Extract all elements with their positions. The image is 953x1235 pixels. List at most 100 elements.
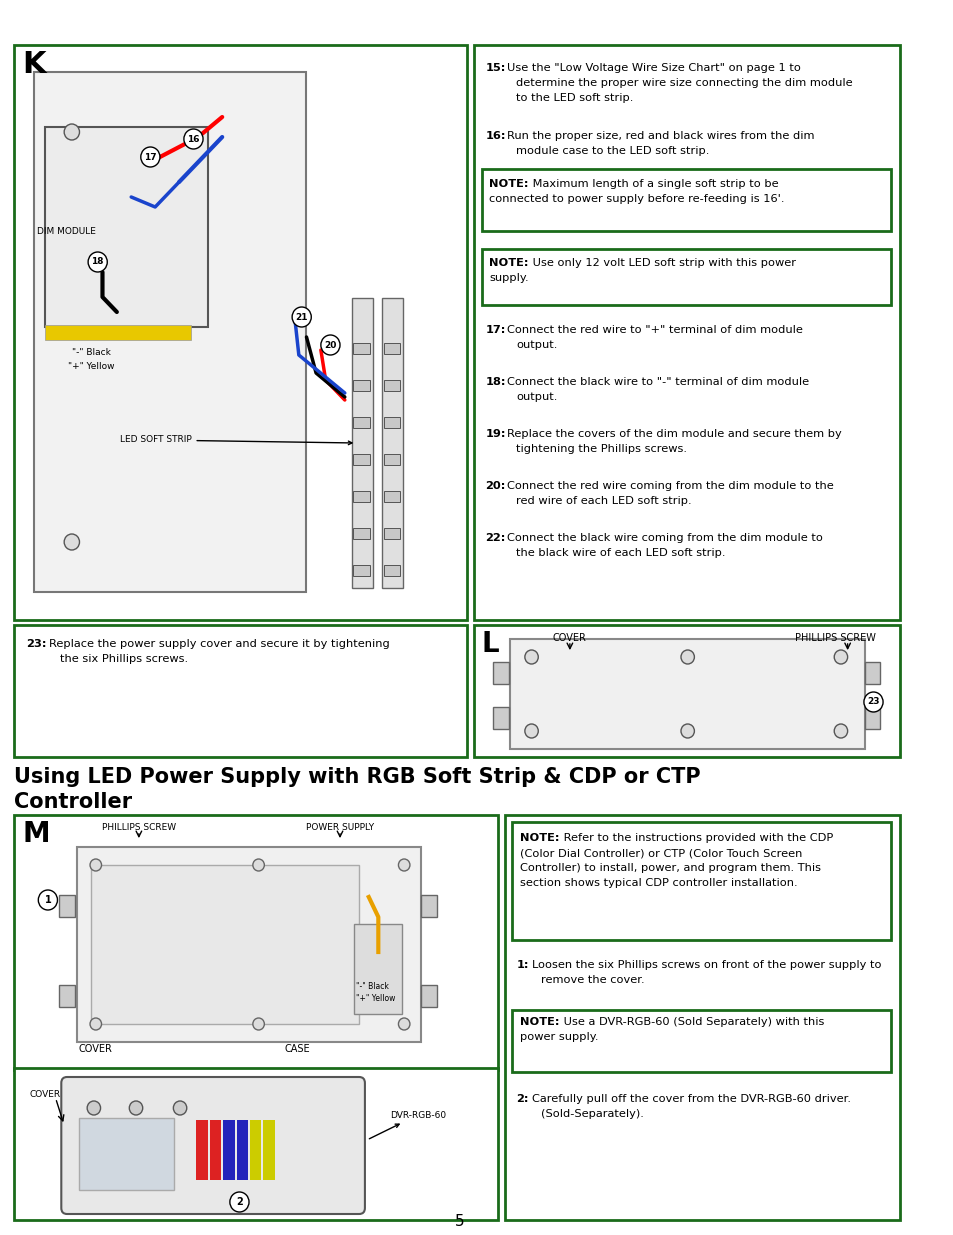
Bar	[353, 343, 370, 354]
Circle shape	[90, 860, 101, 871]
Bar	[384, 417, 400, 429]
Text: (Color Dial Controller) or CTP (Color Touch Screen: (Color Dial Controller) or CTP (Color To…	[519, 848, 801, 858]
Text: Using LED Power Supply with RGB Soft Strip & CDP or CTP: Using LED Power Supply with RGB Soft Str…	[14, 767, 700, 787]
Text: DIM MODULE: DIM MODULE	[37, 227, 96, 236]
Text: output.: output.	[516, 391, 558, 403]
Bar	[353, 417, 370, 429]
Bar	[864, 662, 880, 684]
Text: POWER SUPPLY: POWER SUPPLY	[306, 823, 374, 832]
Bar	[382, 298, 403, 588]
Text: the six Phillips screws.: the six Phillips screws.	[60, 655, 189, 664]
Text: the black wire of each LED soft strip.: the black wire of each LED soft strip.	[516, 548, 725, 558]
FancyBboxPatch shape	[61, 1077, 365, 1214]
Text: 16:: 16:	[485, 131, 505, 141]
Text: Connect the red wire coming from the dim module to the: Connect the red wire coming from the dim…	[506, 480, 833, 492]
Circle shape	[230, 1192, 249, 1212]
Text: 1: 1	[45, 895, 51, 905]
Circle shape	[320, 335, 339, 354]
Circle shape	[88, 252, 107, 272]
Text: remove the cover.: remove the cover.	[540, 974, 644, 986]
Text: tightening the Phillips screws.: tightening the Phillips screws.	[516, 445, 686, 454]
Text: Connect the black wire to "-" terminal of dim module: Connect the black wire to "-" terminal o…	[506, 377, 808, 387]
Bar	[481, 249, 890, 305]
Text: 15:: 15:	[485, 63, 505, 73]
Bar	[59, 986, 74, 1007]
Bar	[353, 492, 370, 501]
Text: 22:: 22:	[485, 534, 505, 543]
Text: red wire of each LED soft strip.: red wire of each LED soft strip.	[516, 496, 691, 506]
Bar	[353, 529, 370, 538]
Bar	[91, 864, 358, 1024]
Text: Run the proper size, red and black wires from the dim: Run the proper size, red and black wires…	[506, 131, 813, 141]
Bar	[512, 823, 890, 940]
Text: 17:: 17:	[485, 325, 505, 335]
Text: determine the proper wire size connecting the dim module: determine the proper wire size connectin…	[516, 78, 852, 88]
Bar	[14, 815, 497, 1070]
Circle shape	[38, 890, 57, 910]
Text: Refer to the instructions provided with the CDP: Refer to the instructions provided with …	[559, 832, 833, 844]
Circle shape	[184, 128, 203, 149]
Text: 2:: 2:	[516, 1094, 528, 1104]
Text: COVER: COVER	[79, 1044, 112, 1053]
Text: connected to power supply before re-feeding is 16'.: connected to power supply before re-feed…	[489, 194, 784, 204]
Bar	[474, 44, 900, 620]
Bar	[510, 638, 864, 748]
Text: 1:: 1:	[516, 960, 528, 969]
Circle shape	[87, 1100, 100, 1115]
Text: output.: output.	[516, 340, 558, 350]
Text: Connect the black wire coming from the dim module to: Connect the black wire coming from the d…	[506, 534, 821, 543]
Bar	[354, 924, 402, 1014]
Bar	[210, 1120, 221, 1179]
Bar	[14, 44, 467, 620]
Bar	[351, 298, 373, 588]
Text: NOTE:: NOTE:	[519, 1016, 559, 1028]
Bar	[59, 895, 74, 918]
Text: module case to the LED soft strip.: module case to the LED soft strip.	[516, 146, 709, 156]
Circle shape	[398, 1018, 410, 1030]
Text: 17: 17	[144, 152, 156, 162]
Text: NOTE:: NOTE:	[519, 832, 559, 844]
Bar	[236, 1120, 248, 1179]
Bar	[250, 1120, 261, 1179]
Text: 2: 2	[235, 1197, 243, 1207]
Text: 20: 20	[324, 341, 336, 350]
Bar	[384, 380, 400, 391]
Text: K: K	[22, 49, 46, 79]
Text: LED SOFT STRIP: LED SOFT STRIP	[119, 436, 352, 445]
Bar	[45, 127, 208, 327]
Text: Loosen the six Phillips screws on front of the power supply to: Loosen the six Phillips screws on front …	[531, 960, 881, 969]
Text: "-" Black: "-" Black	[355, 982, 389, 990]
Text: 21: 21	[295, 312, 308, 321]
Circle shape	[90, 1018, 101, 1030]
Bar	[421, 895, 436, 918]
Bar	[353, 454, 370, 466]
Text: DVR-RGB-60: DVR-RGB-60	[369, 1110, 445, 1139]
Text: Use a DVR-RGB-60 (Sold Separately) with this: Use a DVR-RGB-60 (Sold Separately) with …	[559, 1016, 823, 1028]
Text: to the LED soft strip.: to the LED soft strip.	[516, 93, 633, 103]
Text: "+" Yellow: "+" Yellow	[355, 994, 395, 1003]
Circle shape	[141, 147, 160, 167]
Bar	[14, 1068, 497, 1220]
Text: Maximum length of a single soft strip to be: Maximum length of a single soft strip to…	[528, 179, 778, 189]
Text: Use the "Low Voltage Wire Size Chart" on page 1 to: Use the "Low Voltage Wire Size Chart" on…	[506, 63, 800, 73]
Text: 18: 18	[91, 258, 104, 267]
Bar	[493, 706, 508, 729]
Bar	[33, 72, 306, 592]
Bar	[196, 1120, 208, 1179]
Circle shape	[253, 860, 264, 871]
Circle shape	[292, 308, 311, 327]
Bar	[384, 492, 400, 501]
Text: power supply.: power supply.	[519, 1032, 598, 1042]
Text: 19:: 19:	[485, 429, 505, 438]
Circle shape	[524, 650, 537, 664]
Text: Carefully pull off the cover from the DVR-RGB-60 driver.: Carefully pull off the cover from the DV…	[531, 1094, 850, 1104]
Bar	[474, 625, 900, 757]
Text: 5: 5	[455, 1214, 464, 1229]
Bar	[481, 169, 890, 231]
Bar	[78, 1118, 174, 1191]
Bar	[864, 706, 880, 729]
Text: Use only 12 volt LED soft strip with this power: Use only 12 volt LED soft strip with thi…	[528, 258, 795, 268]
Circle shape	[173, 1100, 187, 1115]
Text: Replace the power supply cover and secure it by tightening: Replace the power supply cover and secur…	[49, 638, 389, 650]
Text: PHILLIPS SCREW: PHILLIPS SCREW	[102, 823, 175, 832]
